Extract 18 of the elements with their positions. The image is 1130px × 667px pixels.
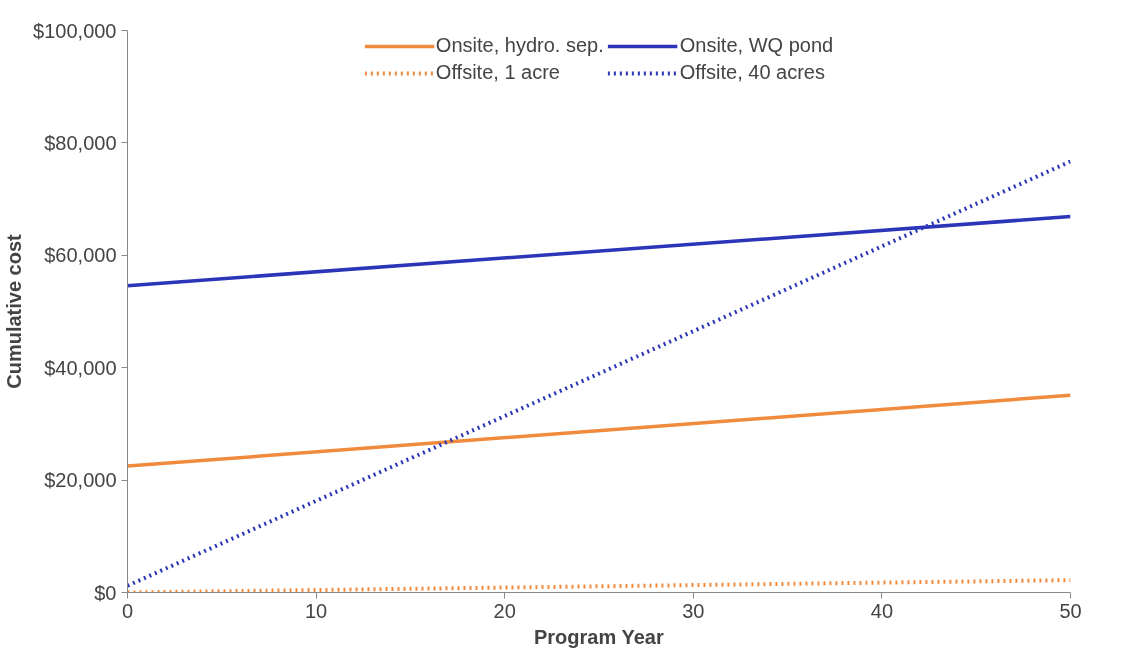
y-tick-label: $60,000 — [44, 244, 117, 267]
x-tick-label: 20 — [493, 599, 516, 622]
legend-label: Offsite, 1 acre — [435, 61, 560, 84]
x-tick-label: 10 — [304, 599, 328, 622]
x-tick-label: 40 — [870, 599, 894, 622]
y-tick-label: $20,000 — [44, 469, 117, 492]
y-tick-label: $0 — [94, 581, 117, 604]
legend-label: Onsite, hydro. sep. — [435, 34, 604, 57]
x-tick-label: 0 — [121, 599, 134, 622]
y-axis-title: Cumulative cost — [3, 233, 26, 389]
x-axis-title: Program Year — [533, 625, 664, 648]
y-tick-label: $100,000 — [33, 19, 117, 42]
x-tick-label: 30 — [682, 599, 705, 622]
y-tick-label: $40,000 — [44, 356, 117, 379]
legend-label: Onsite, WQ pond — [679, 34, 834, 57]
y-tick-label: $80,000 — [44, 131, 117, 154]
legend-label: Offsite, 40 acres — [679, 61, 825, 84]
x-tick-label: 50 — [1059, 599, 1082, 622]
